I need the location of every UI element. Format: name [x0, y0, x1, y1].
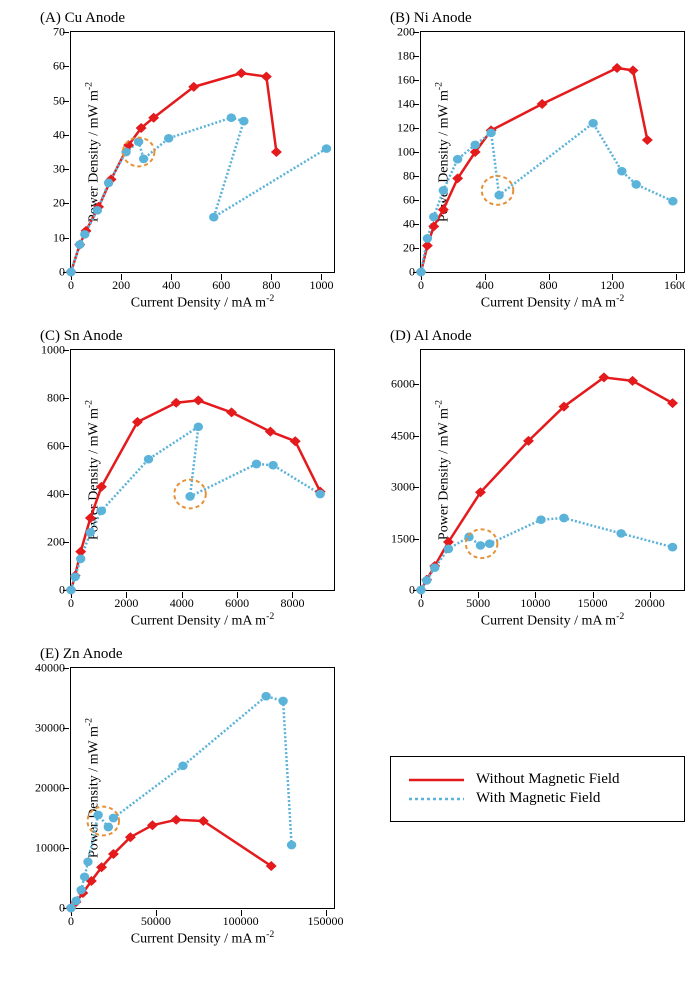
y-tick-label: 10 — [53, 230, 65, 245]
x-axis-label: Current Density / mA m-2 — [131, 929, 275, 948]
plot-svg — [71, 668, 334, 908]
x-axis-label: Current Density / mA m-2 — [131, 611, 275, 630]
x-tick-label: 6000 — [225, 596, 249, 611]
chart-area: Power Density / mW m-2Current Density / … — [70, 31, 335, 273]
y-tick-label: 10000 — [35, 841, 65, 856]
x-tick-label: 4000 — [170, 596, 194, 611]
y-tick-label: 0 — [59, 901, 65, 916]
x-tick-label: 800 — [540, 278, 558, 293]
panel-E: (E) Zn Anode Power Density / mW m-2Curren… — [10, 646, 345, 954]
y-tick-label: 20000 — [35, 781, 65, 796]
x-tick-label: 0 — [68, 914, 74, 929]
x-axis-label: Current Density / mA m-2 — [481, 611, 625, 630]
y-tick-label: 6000 — [391, 377, 415, 392]
y-tick-label: 0 — [409, 583, 415, 598]
y-tick-label: 600 — [47, 439, 65, 454]
x-axis-label: Current Density / mA m-2 — [481, 293, 625, 312]
x-tick-label: 15000 — [578, 596, 608, 611]
panel-title: (D) Al Anode — [390, 328, 685, 345]
x-tick-label: 5000 — [466, 596, 490, 611]
y-tick-label: 20 — [403, 241, 415, 256]
x-tick-label: 100000 — [223, 914, 259, 929]
y-tick-label: 50 — [53, 93, 65, 108]
y-tick-label: 160 — [397, 73, 415, 88]
chart-area: Power Density / mW m-2Current Density / … — [420, 349, 685, 591]
x-tick-label: 150000 — [308, 914, 344, 929]
x-axis-label: Current Density / mA m-2 — [131, 293, 275, 312]
x-tick-label: 2000 — [114, 596, 138, 611]
legend: Without Magnetic Field With Magnetic Fiel… — [390, 756, 685, 822]
x-tick-label: 0 — [68, 278, 74, 293]
y-tick-label: 40 — [53, 127, 65, 142]
y-tick-label: 40000 — [35, 661, 65, 676]
chart-area: Power Density / mW m-2Current Density / … — [70, 667, 335, 909]
x-tick-label: 50000 — [141, 914, 171, 929]
x-tick-label: 0 — [418, 278, 424, 293]
y-tick-label: 100 — [397, 145, 415, 160]
x-tick-label: 200 — [112, 278, 130, 293]
y-tick-label: 60 — [403, 193, 415, 208]
panel-title: (C) Sn Anode — [40, 328, 345, 345]
x-tick-label: 8000 — [280, 596, 304, 611]
y-tick-label: 70 — [53, 25, 65, 40]
y-tick-label: 140 — [397, 97, 415, 112]
y-tick-label: 180 — [397, 49, 415, 64]
y-tick-label: 60 — [53, 59, 65, 74]
panel-B: (B) Ni Anode Power Density / mW m-2Curren… — [360, 10, 685, 318]
panel-title: (B) Ni Anode — [390, 10, 685, 27]
panel-D: (D) Al Anode Power Density / mW m-2Curren… — [360, 328, 685, 636]
y-tick-label: 0 — [59, 583, 65, 598]
y-tick-label: 0 — [59, 265, 65, 280]
y-tick-label: 40 — [403, 217, 415, 232]
legend-without: Without Magnetic Field — [476, 771, 620, 788]
x-tick-label: 400 — [162, 278, 180, 293]
y-tick-label: 400 — [47, 487, 65, 502]
plot-svg — [421, 32, 684, 272]
y-tick-label: 200 — [47, 535, 65, 550]
x-tick-label: 400 — [476, 278, 494, 293]
y-tick-label: 3000 — [391, 480, 415, 495]
x-tick-label: 20000 — [635, 596, 665, 611]
y-tick-label: 4500 — [391, 428, 415, 443]
y-tick-label: 120 — [397, 121, 415, 136]
y-tick-label: 80 — [403, 169, 415, 184]
legend-with: With Magnetic Field — [476, 790, 600, 807]
y-tick-label: 30 — [53, 162, 65, 177]
y-tick-label: 1000 — [41, 343, 65, 358]
x-tick-label: 0 — [68, 596, 74, 611]
x-tick-label: 800 — [262, 278, 280, 293]
y-tick-label: 800 — [47, 391, 65, 406]
x-tick-label: 1000 — [309, 278, 333, 293]
chart-area: Power Density / mW m-2Current Density / … — [70, 349, 335, 591]
x-tick-label: 0 — [418, 596, 424, 611]
y-tick-label: 200 — [397, 25, 415, 40]
panel-title: (A) Cu Anode — [40, 10, 345, 27]
x-tick-label: 1600 — [664, 278, 685, 293]
plot-svg — [71, 350, 334, 590]
chart-area: Power Density / mW m-2Current Density / … — [420, 31, 685, 273]
panel-title: (E) Zn Anode — [40, 646, 345, 663]
panel-A: (A) Cu Anode Power Density / mW m-2Curren… — [10, 10, 345, 318]
plot-svg — [421, 350, 684, 590]
x-tick-label: 1200 — [600, 278, 624, 293]
plot-svg — [71, 32, 334, 272]
panel-C: (C) Sn Anode Power Density / mW m-2Curren… — [10, 328, 345, 636]
y-tick-label: 30000 — [35, 721, 65, 736]
y-tick-label: 0 — [409, 265, 415, 280]
y-tick-label: 1500 — [391, 531, 415, 546]
x-tick-label: 600 — [212, 278, 230, 293]
y-tick-label: 20 — [53, 196, 65, 211]
x-tick-label: 10000 — [520, 596, 550, 611]
